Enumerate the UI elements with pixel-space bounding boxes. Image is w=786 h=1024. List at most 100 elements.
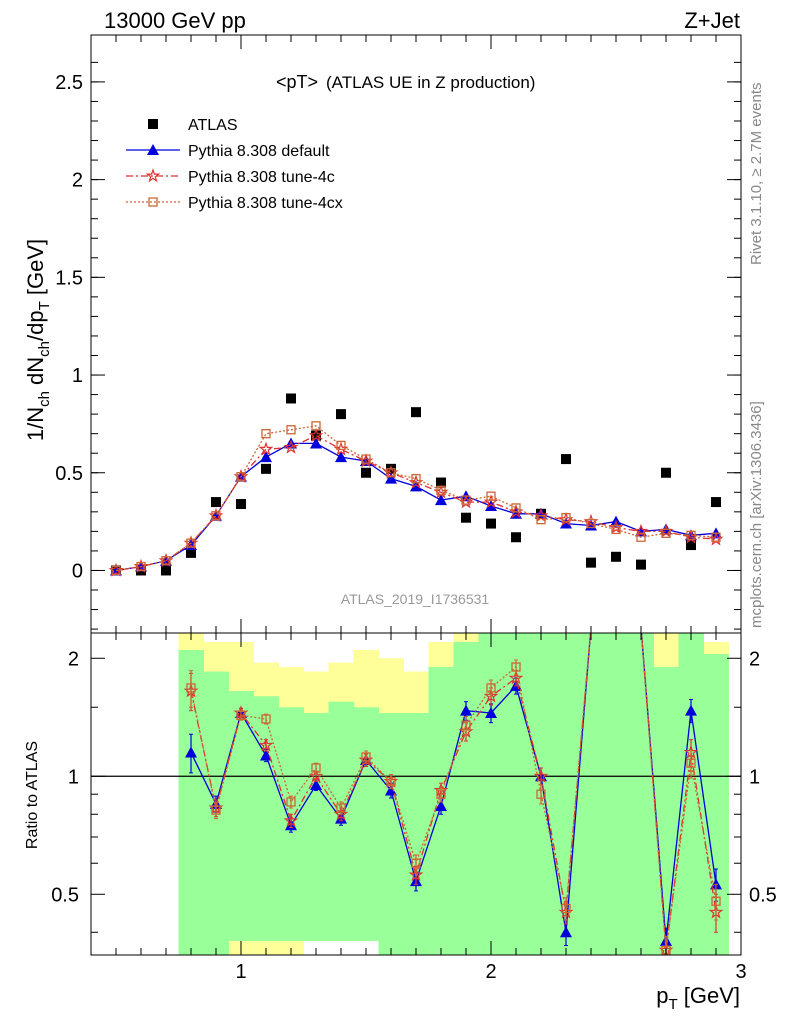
series-pythia-8-308-default [110,437,722,576]
ratio-point [460,704,472,716]
ratio-point [711,896,721,906]
legend-marker [145,168,161,183]
x-tick-label: 2 [485,961,496,983]
main-plot-subtitle: (ATLAS UE in Z production) [326,73,535,92]
ratio-point [685,704,697,716]
legend-marker [148,119,158,129]
legend-label: ATLAS [188,117,238,134]
y-tick-label: 0.5 [55,463,83,485]
data-point [461,495,471,505]
main-plot-axes: 0 0.5 1 1.5 2 2.5 [55,35,742,633]
ratio-plot-data-layer [91,633,741,955]
uncertainty-band-inner [628,633,654,955]
ratio-point [211,805,221,815]
ratio-point [286,797,296,807]
ratio-point [283,812,299,828]
ratio-point [310,779,322,791]
ratio-line [190,633,717,951]
data-point [686,530,696,540]
data-point [186,538,196,548]
data-point [586,518,596,529]
data-point [335,451,347,463]
ratio-point [561,903,571,914]
svg-text:1/Nch dNch/dpT [GeV]: 1/Nch dNch/dpT [GeV] [23,239,53,441]
uncertainty-band-inner [303,713,329,941]
main-plot-panel: 0 0.5 1 1.5 2 2.5 <pT> (ATLAS UE in Z product… [23,34,742,634]
series-atlas [111,393,721,576]
series-line [115,434,717,572]
header-final-state-label: Z+Jet [684,8,740,33]
ratio-point [261,714,271,724]
data-point [561,454,571,465]
data-point [385,472,397,484]
legend-entry: Pythia 8.308 tune-4c [126,168,335,186]
ratio-y-tick-label: 2 [68,648,79,670]
uncertainty-band-inner [378,713,404,955]
ratio-y-tick-label: 1 [68,766,79,788]
uncertainty-band-inner [653,667,679,955]
data-point [211,497,221,508]
ratio-point [461,720,471,730]
data-point [311,421,321,431]
uncertainty-band-inner [353,707,379,941]
data-point [586,557,596,568]
y-axis-title: 1/Nch dNch/dpT [GeV] [23,239,53,441]
main-plot-title: <pT> [276,72,318,92]
data-point [261,429,271,439]
data-point [686,540,696,551]
data-point [186,547,196,558]
data-point [436,485,446,495]
uncertainty-band-inner [603,633,629,955]
data-point [611,551,621,562]
ratio-y-axis-title: Ratio to ATLAS [24,741,41,849]
data-point [310,437,322,449]
data-point [511,503,521,513]
data-point [236,472,246,482]
ratio-point [533,768,549,783]
data-point [711,532,721,542]
ratio-point [485,707,497,719]
legend-label: Pythia 8.308 tune-4cx [188,195,343,212]
x-axis-title: pT [GeV] [656,983,740,1013]
ratio-point [686,758,696,768]
data-point [286,425,296,435]
ratio-point [260,749,272,761]
ratio-y-tick-label-right: 2 [749,648,760,670]
legend-label: Pythia 8.308 default [188,143,330,160]
data-point [536,515,546,525]
data-point [411,473,421,484]
series-pythia-8-308-tune-4c [108,427,724,577]
data-point [161,556,171,566]
data-point [211,511,221,521]
data-point [386,468,396,478]
data-point [661,467,671,478]
data-point [111,565,121,576]
data-point [283,439,299,454]
data-point [411,407,421,418]
uncertainty-band-inner [578,633,604,955]
ratio-plot-axes: 0.5 0.5 1 1 2 2 1 2 3 [51,633,777,983]
data-point [436,477,446,488]
ratio-point [236,710,246,721]
svg-text:pT [GeV]: pT [GeV] [656,983,740,1013]
data-point [560,517,572,529]
legend: ATLAS Pythia 8.308 default Pythia 8.308 tu… [126,117,343,212]
data-point [711,497,721,508]
ratio-point [560,926,572,938]
data-point [260,451,272,463]
data-point [661,528,671,538]
ratio-point [311,763,321,773]
y-tick-label: 2.5 [55,72,83,94]
ratio-point [336,803,346,813]
data-point [311,430,321,441]
legend-marker [147,144,159,155]
ratio-point [185,746,197,758]
data-point [136,561,146,572]
ratio-point [408,867,424,882]
ratio-point [511,662,521,672]
data-point [308,427,324,442]
data-point [361,454,371,464]
ratio-point [385,784,397,796]
y-tick-label: 2 [72,170,83,192]
